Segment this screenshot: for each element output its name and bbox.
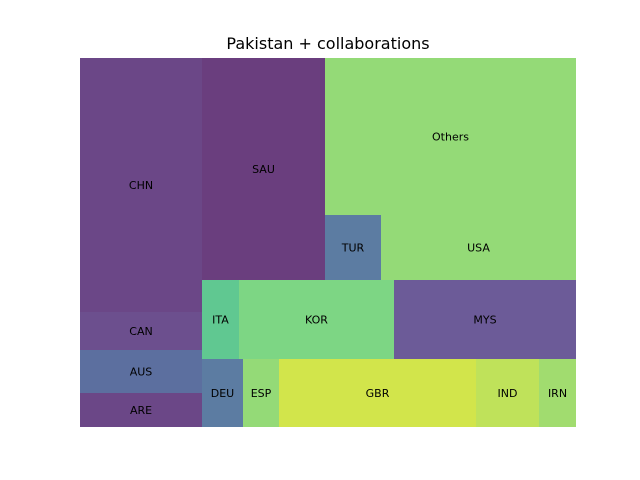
tile-label-aus: AUS — [130, 366, 153, 379]
tile-label-ind: IND — [498, 387, 518, 400]
tile-ita — [202, 280, 239, 359]
tile-can — [80, 312, 202, 350]
tile-label-esp: ESP — [251, 387, 272, 400]
tile-tur — [325, 215, 381, 280]
tile-label-chn: CHN — [129, 179, 153, 192]
tile-label-kor: KOR — [305, 314, 328, 327]
tile-label-others: Others — [432, 131, 469, 144]
tile-chn — [80, 58, 202, 312]
tile-irn — [539, 359, 576, 427]
tile-sau — [202, 58, 325, 280]
tile-deu — [202, 359, 243, 427]
tile-label-mys: MYS — [473, 314, 496, 327]
tile-aus — [80, 350, 202, 393]
tile-label-ita: ITA — [212, 314, 229, 327]
tile-label-usa: USA — [467, 242, 490, 255]
tile-are — [80, 393, 202, 427]
treemap-tiles: CHN CAN AUS ARE SAU Others TUR USA ITA KOR MYS DEU E… — [80, 58, 576, 427]
tile-label-sau: SAU — [252, 163, 275, 176]
tile-label-are: ARE — [130, 404, 152, 417]
tile-label-irn: IRN — [548, 387, 567, 400]
tile-esp — [243, 359, 279, 427]
tile-label-tur: TUR — [341, 242, 365, 255]
tile-ind — [476, 359, 539, 427]
tile-gbr — [279, 359, 476, 427]
tile-label-can: CAN — [129, 325, 152, 338]
tile-kor — [239, 280, 394, 359]
tile-usa — [381, 215, 576, 280]
tile-others — [325, 58, 576, 215]
tile-label-deu: DEU — [211, 387, 234, 400]
chart-title: Pakistan + collaborations — [226, 34, 429, 53]
tile-label-gbr: GBR — [366, 387, 390, 400]
tile-mys — [394, 280, 576, 359]
